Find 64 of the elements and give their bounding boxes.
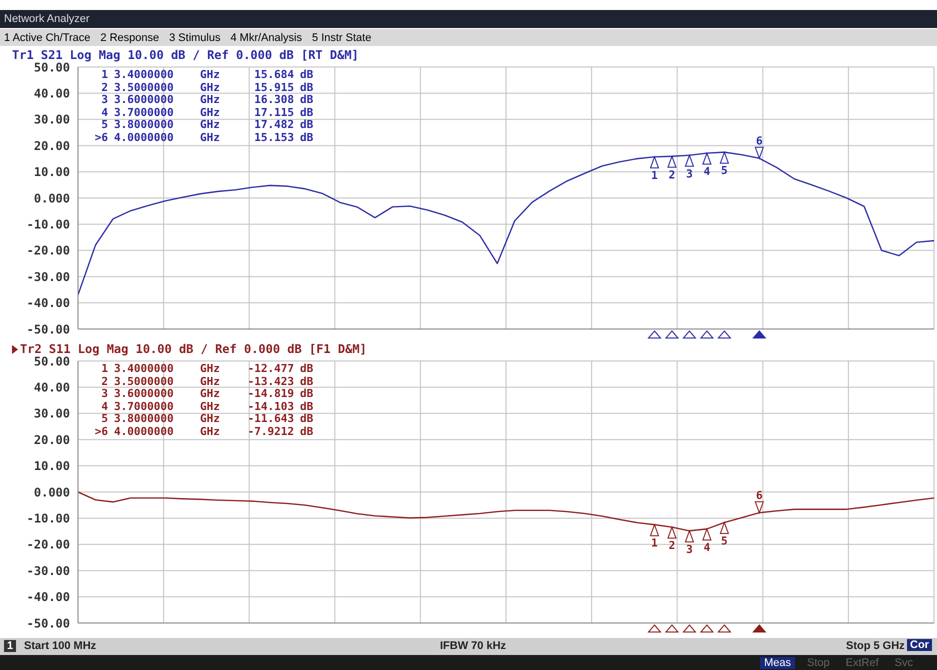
chart-title: Tr2 S11 Log Mag 10.00 dB / Ref 0.000 dB [F1 D&M] [20, 342, 367, 356]
annotation: 3 [686, 542, 693, 556]
y-tick-label: -30.00 [26, 564, 70, 578]
text: >6 4.0000000 GHz -7.9212 dB [94, 424, 314, 438]
text: 5 Instr State [312, 32, 372, 44]
text: Start 100 MHz [24, 640, 96, 652]
text: Stop [806, 656, 831, 668]
text: IFBW 70 kHz [440, 640, 506, 652]
y-tick-label: 10.00 [34, 459, 70, 474]
annotation: 2 [668, 168, 676, 182]
text: 2 3.5000000 GHz -13.423 dB [101, 374, 314, 388]
text: Cor [907, 639, 932, 651]
text: 2 Response [100, 32, 160, 44]
text: Stop 5 GHz [846, 640, 905, 652]
text: 1 Active Ch/Trace [4, 32, 90, 44]
text: 1 [7, 640, 14, 652]
y-tick-label: 40.00 [34, 86, 70, 100]
annotation: 1 [651, 168, 658, 182]
annotation: 4 [704, 540, 711, 554]
text: 3.4000000 GHz -12.477 dB [114, 362, 314, 375]
y-tick-label: -10.00 [26, 217, 70, 232]
annotation: 4 [704, 165, 711, 178]
y-tick-label: -20.00 [26, 244, 70, 258]
text: Meas [760, 656, 795, 668]
text: 3 3.6000000 GHz 16.308 dB [101, 93, 314, 106]
y-tick-label: -40.00 [26, 590, 70, 604]
annotation: 1 [100, 362, 108, 376]
text: 5 3.8000000 GHz -11.643 dB [101, 412, 314, 425]
y-tick-label: 0.000 [34, 485, 70, 500]
text: 3 3.6000000 GHz -14.819 dB [101, 387, 314, 400]
text: 2 3.5000000 GHz 15.915 dB [101, 80, 314, 94]
annotation: 1 [651, 536, 658, 550]
y-tick-label: 30.00 [34, 406, 70, 421]
y-tick-label: 20.00 [34, 432, 70, 447]
y-tick-label: 10.00 [34, 165, 70, 180]
annotation: 5 [721, 534, 728, 548]
y-tick-label: 50.00 [34, 60, 70, 74]
text: 3 Stimulus [169, 32, 220, 44]
text: 4 3.7000000 GHz 17.115 dB [101, 106, 314, 118]
annotation: 5 [721, 164, 728, 178]
y-tick-label: 20.00 [34, 138, 70, 153]
y-tick-label: -20.00 [26, 538, 70, 552]
text: 5 3.8000000 GHz 17.482 dB [101, 118, 314, 131]
chart-title: Tr1 S21 Log Mag 10.00 dB / Ref 0.000 dB [RT D&M] [12, 48, 359, 62]
y-tick-label: -40.00 [26, 296, 70, 310]
annotation: 6 [756, 134, 763, 148]
annotation: 3 [686, 167, 693, 180]
y-tick-label: -30.00 [26, 270, 70, 284]
y-tick-label: 40.00 [34, 380, 70, 394]
text: Network Analyzer [4, 13, 90, 25]
text: ExtRef [844, 656, 880, 668]
y-tick-label: 0.000 [34, 191, 70, 206]
y-tick-label: -50.00 [26, 616, 70, 630]
annotation: 6 [756, 488, 763, 502]
y-tick-label: 50.00 [34, 354, 70, 368]
text: >6 4.0000000 GHz 15.153 dB [94, 130, 314, 144]
annotation: 2 [668, 539, 676, 552]
y-tick-label: -10.00 [26, 511, 70, 526]
y-tick-label: -50.00 [26, 322, 70, 336]
text: 4 Mkr/Analysis [230, 32, 302, 44]
text: Svc [894, 656, 914, 668]
text: 4 3.7000000 GHz -14.103 dB [101, 400, 314, 412]
text: 1 3.4000000 GHz 15.684 dB [101, 68, 314, 81]
y-tick-label: 30.00 [34, 112, 70, 127]
